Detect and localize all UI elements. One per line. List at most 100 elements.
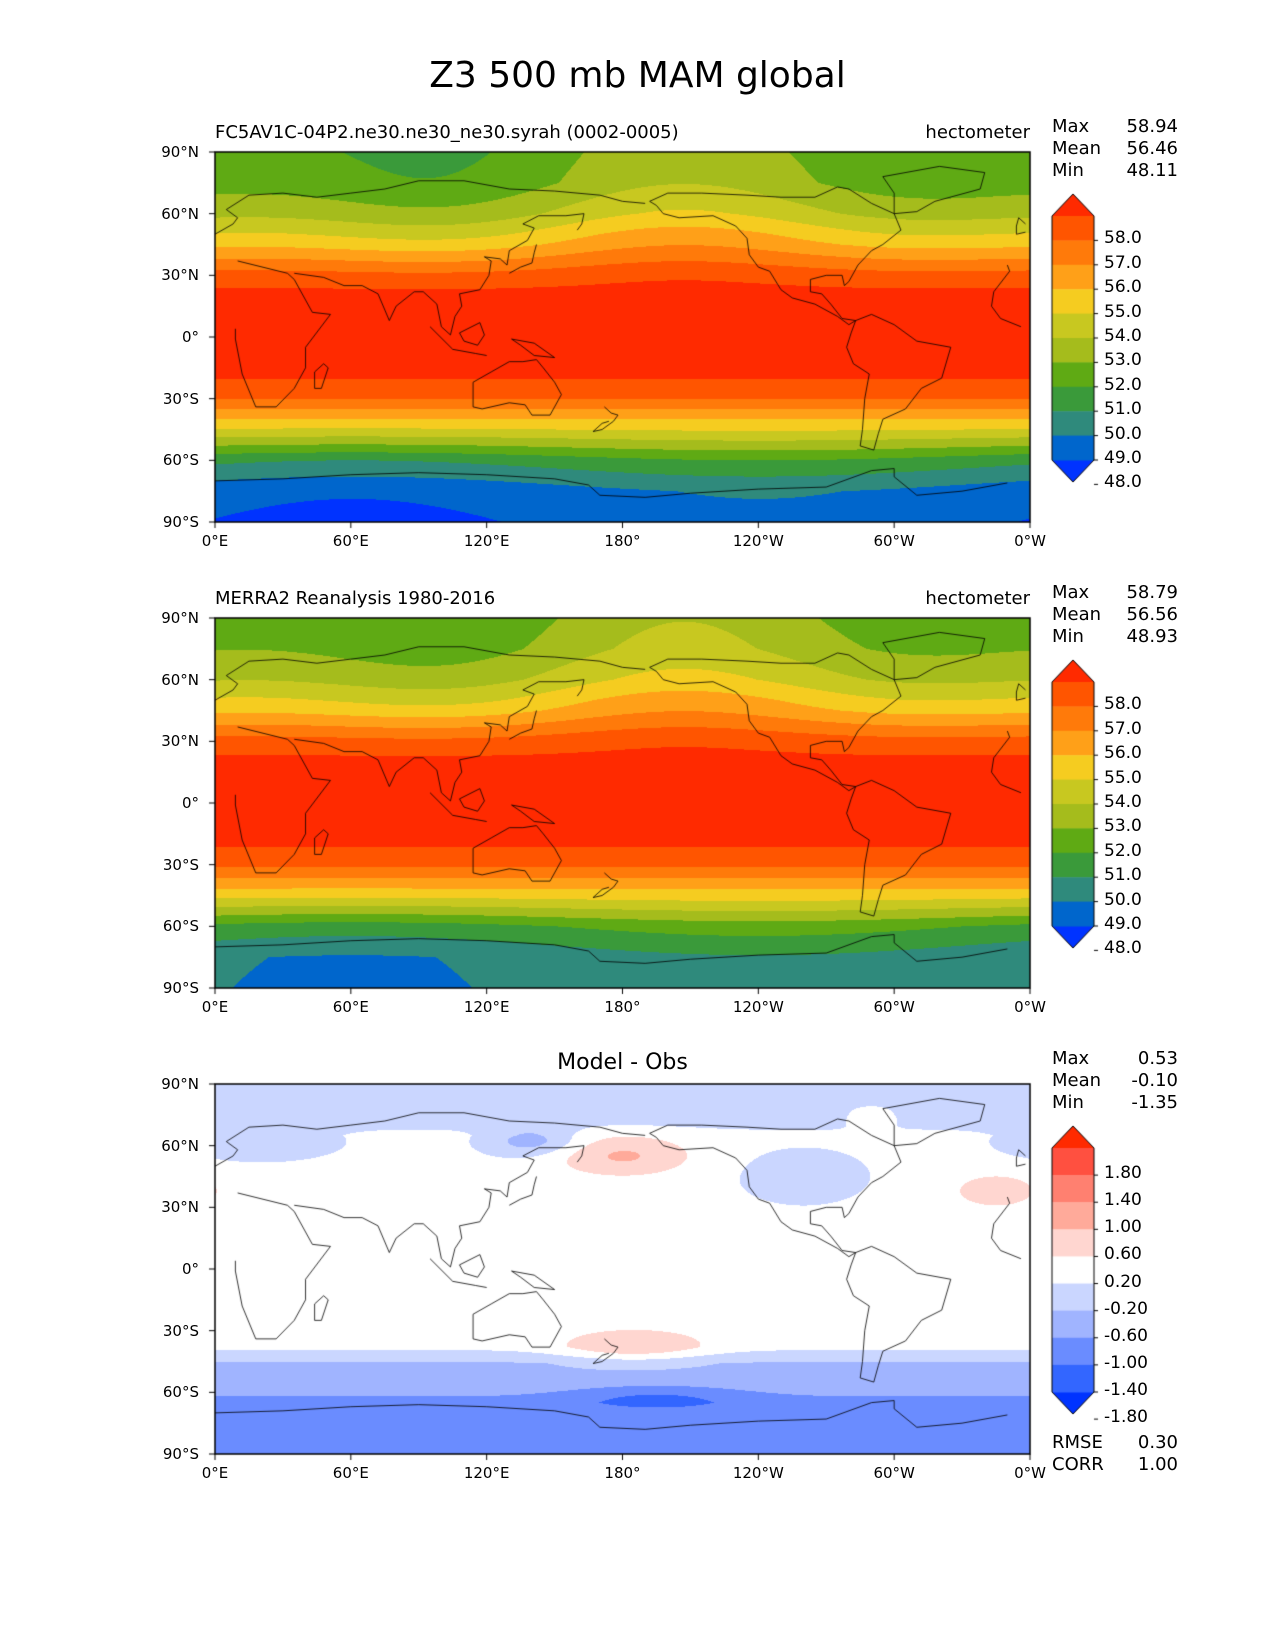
- colorbar-tick-label: 58.0: [1104, 694, 1142, 715]
- stat-label: Min: [1052, 626, 1084, 647]
- stat-label: Max: [1052, 116, 1090, 137]
- colorbar-tick-label: 49.0: [1104, 914, 1142, 934]
- lon-tick-label: 60°E: [332, 998, 369, 1016]
- lon-tick-label: 0°E: [201, 532, 229, 550]
- panel-obs-left-title: MERRA2 Reanalysis 1980-2016: [215, 588, 496, 609]
- figure-title: Z3 500 mb MAM global: [429, 55, 846, 96]
- lat-tick-label: 90°S: [162, 1445, 199, 1463]
- lat-tick-label: 60°S: [162, 451, 199, 470]
- stat-label: Min: [1052, 1092, 1084, 1113]
- stat-value: -1.35: [1131, 1092, 1178, 1113]
- lat-tick-label: 90°N: [161, 1075, 199, 1093]
- lat-tick-label: 30°S: [162, 389, 199, 408]
- lat-tick-label: 60°S: [162, 1383, 199, 1402]
- lon-tick-label: 60°E: [332, 1464, 369, 1482]
- lat-tick-label: 30°N: [161, 266, 199, 285]
- colorbar-tick-label: 57.0: [1104, 718, 1142, 739]
- colorbar-tick-label: 55.0: [1104, 301, 1142, 322]
- lat-tick-label: 0°: [181, 328, 199, 346]
- rmse-value: 0.30: [1137, 1432, 1178, 1453]
- lon-tick-label: 60°W: [873, 998, 915, 1016]
- stat-value: 48.93: [1126, 626, 1178, 647]
- colorbar-tick-label: 54.0: [1104, 792, 1142, 812]
- colorbar-tick-label: 53.0: [1104, 350, 1142, 371]
- lat-tick-label: 0°: [181, 794, 199, 812]
- lon-tick-label: 120°E: [463, 998, 510, 1016]
- lat-tick-label: 0°: [181, 1260, 199, 1278]
- lon-tick-label: 0°W: [1014, 998, 1046, 1016]
- stat-value: 0.53: [1137, 1048, 1178, 1069]
- lat-tick-label: 60°N: [161, 1136, 199, 1155]
- panel-diff-title: Model - Obs: [557, 1050, 688, 1075]
- lon-tick-label: 120°E: [463, 532, 510, 550]
- lon-tick-label: 120°W: [732, 998, 784, 1016]
- stat-value: 56.56: [1126, 604, 1178, 625]
- colorbar-tick-label: -0.60: [1104, 1325, 1148, 1346]
- colorbar-tick-label: 58.0: [1104, 228, 1142, 249]
- lon-tick-label: 60°E: [332, 532, 369, 550]
- colorbar-tick-label: 50.0: [1104, 423, 1142, 444]
- lat-tick-label: 60°N: [161, 670, 199, 689]
- colorbar-tick-label: 56.0: [1104, 277, 1142, 298]
- lon-tick-label: 120°W: [732, 532, 784, 550]
- lat-tick-label: 90°S: [162, 513, 199, 531]
- stat-label: Mean: [1052, 604, 1102, 625]
- lat-tick-label: 30°S: [162, 1321, 199, 1340]
- lon-tick-label: 60°W: [873, 532, 915, 550]
- colorbar-tick-label: 52.0: [1104, 374, 1142, 395]
- stat-label: Max: [1052, 582, 1090, 603]
- lon-tick-label: 0°W: [1014, 1464, 1046, 1482]
- colorbar-tick-label: 49.0: [1104, 448, 1142, 468]
- lat-tick-label: 30°S: [162, 855, 199, 874]
- colorbar-tick-label: 56.0: [1104, 743, 1142, 764]
- lon-tick-label: 60°W: [873, 1464, 915, 1482]
- colorbar-tick-label: -1.00: [1104, 1352, 1148, 1373]
- colorbar-tick-label: 48.0: [1104, 472, 1142, 493]
- lon-tick-label: 180°: [604, 1464, 641, 1482]
- lat-tick-label: 60°N: [161, 204, 199, 223]
- lat-tick-label: 90°N: [161, 609, 199, 627]
- stat-label: Max: [1052, 1048, 1090, 1069]
- corr-value: 1.00: [1137, 1454, 1178, 1475]
- colorbar-tick-label: 57.0: [1104, 252, 1142, 273]
- stat-label: Mean: [1052, 1070, 1102, 1091]
- colorbar-tick-label: -0.20: [1104, 1298, 1148, 1319]
- lon-tick-label: 0°E: [201, 998, 229, 1016]
- stat-label: Mean: [1052, 138, 1102, 159]
- lon-tick-label: 120°W: [732, 1464, 784, 1482]
- rmse-label: RMSE: [1052, 1432, 1103, 1453]
- lon-tick-label: 0°W: [1014, 532, 1046, 550]
- stat-value: 48.11: [1126, 160, 1178, 181]
- panel-obs-units: hectometer: [925, 588, 1030, 609]
- colorbar-tick-label: 51.0: [1104, 399, 1142, 420]
- colorbar-tick-label: 54.0: [1104, 326, 1142, 346]
- colorbar-tick-label: 0.60: [1104, 1244, 1142, 1265]
- lat-tick-label: 30°N: [161, 1198, 199, 1217]
- stat-label: Min: [1052, 160, 1084, 181]
- colorbar-tick-label: 53.0: [1104, 816, 1142, 837]
- colorbar-tick-label: 1.40: [1104, 1190, 1142, 1211]
- lon-tick-label: 180°: [604, 532, 641, 550]
- colorbar-tick-label: 50.0: [1104, 889, 1142, 910]
- lat-tick-label: 30°N: [161, 732, 199, 751]
- panel-model-left-title: FC5AV1C-04P2.ne30.ne30_ne30.syrah (0002-…: [215, 122, 679, 143]
- colorbar-tick-label: 52.0: [1104, 840, 1142, 861]
- stat-value: 58.94: [1126, 116, 1178, 137]
- stat-value: -0.10: [1131, 1070, 1178, 1091]
- colorbar-tick-label: 48.0: [1104, 938, 1142, 959]
- lat-tick-label: 90°S: [162, 979, 199, 997]
- colorbar-tick-label: 1.80: [1104, 1163, 1142, 1184]
- stat-value: 58.79: [1126, 582, 1178, 603]
- lat-tick-label: 90°N: [161, 143, 199, 161]
- lat-tick-label: 60°S: [162, 917, 199, 936]
- colorbar-tick-label: 55.0: [1104, 767, 1142, 788]
- panel-model-units: hectometer: [925, 122, 1030, 143]
- stat-value: 56.46: [1126, 138, 1178, 159]
- corr-label: CORR: [1052, 1454, 1104, 1475]
- lon-tick-label: 180°: [604, 998, 641, 1016]
- colorbar-tick-label: 51.0: [1104, 865, 1142, 886]
- lon-tick-label: 0°E: [201, 1464, 229, 1482]
- colorbar-tick-label: 0.20: [1104, 1271, 1142, 1292]
- colorbar-tick-label: -1.40: [1104, 1380, 1148, 1400]
